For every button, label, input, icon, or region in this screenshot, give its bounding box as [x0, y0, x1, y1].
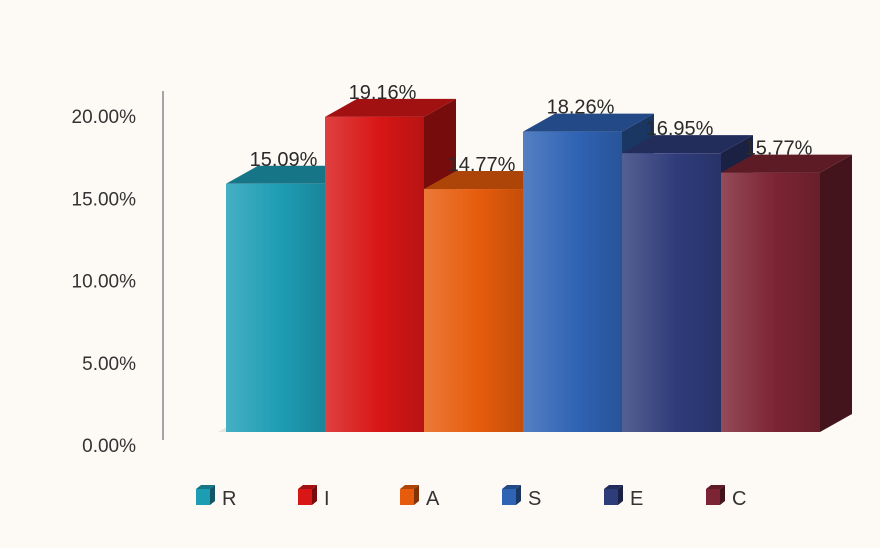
legend-item-R: R: [196, 485, 236, 510]
data-label-I: 19.16%: [349, 82, 417, 104]
legend-label: R: [222, 488, 236, 510]
legend-item-C: C: [706, 485, 746, 510]
y-tick-label: 15.00%: [72, 189, 137, 210]
bar-top: [424, 171, 555, 190]
y-tick-label: 0.00%: [82, 436, 136, 457]
bar-top: [622, 135, 753, 154]
data-label-R: 15.09%: [250, 149, 318, 171]
legend-swatch-side: [516, 485, 521, 505]
bar-top: [226, 165, 357, 184]
legend-swatch-side: [210, 485, 215, 505]
bar-front: [622, 153, 721, 433]
legend-swatch: [604, 489, 618, 505]
legend-label: A: [426, 488, 440, 510]
bar-front: [226, 183, 325, 432]
y-tick-label: 10.00%: [72, 272, 137, 293]
data-labels: 15.09% 19.16% 14.77% 18.26% 16.95% 15.77%: [250, 82, 813, 176]
legend-swatch-side: [618, 485, 623, 505]
legend-swatch-side: [414, 485, 419, 505]
bar-top: [721, 154, 852, 173]
legend-swatch-side: [720, 485, 725, 505]
legend-swatch: [196, 489, 210, 505]
bar-top: [523, 113, 654, 132]
legend-swatch: [502, 489, 516, 505]
legend-swatch-top: [604, 485, 623, 489]
data-label-S: 18.26%: [547, 97, 615, 119]
legend-swatch: [400, 489, 414, 505]
data-label-E: 16.95%: [646, 118, 714, 140]
legend-swatch: [298, 489, 312, 505]
bar-front: [523, 131, 622, 433]
legend-label: E: [630, 488, 643, 510]
bar-side: [820, 154, 852, 432]
bar-front: [325, 116, 424, 433]
y-tick-label: 20.00%: [72, 107, 137, 128]
legend-swatch-top: [706, 485, 725, 489]
legend-swatch-top: [502, 485, 521, 489]
legend-label: I: [324, 488, 330, 510]
legend-item-A: A: [400, 485, 440, 510]
legend-swatch-top: [298, 485, 317, 489]
bar-front: [424, 189, 523, 432]
data-label-A: 14.77%: [448, 154, 516, 176]
legend-item-I: I: [298, 485, 330, 510]
legend-swatch: [706, 489, 720, 505]
bar-C: [721, 154, 852, 432]
legend-item-E: E: [604, 485, 643, 510]
legend-label: S: [528, 488, 541, 510]
legend-swatch-top: [196, 485, 215, 489]
legend-label: C: [732, 488, 746, 510]
bar-top: [325, 98, 456, 117]
y-tick-label: 5.00%: [82, 354, 136, 375]
legend-swatch-top: [400, 485, 419, 489]
legend-swatch-side: [312, 485, 317, 505]
legend-item-S: S: [502, 485, 541, 510]
bar-front: [721, 172, 820, 432]
data-label-C: 15.77%: [745, 138, 813, 160]
y-axis: 0.00% 5.00% 10.00% 15.00% 20.00%: [72, 91, 164, 457]
bars: [218, 98, 852, 433]
